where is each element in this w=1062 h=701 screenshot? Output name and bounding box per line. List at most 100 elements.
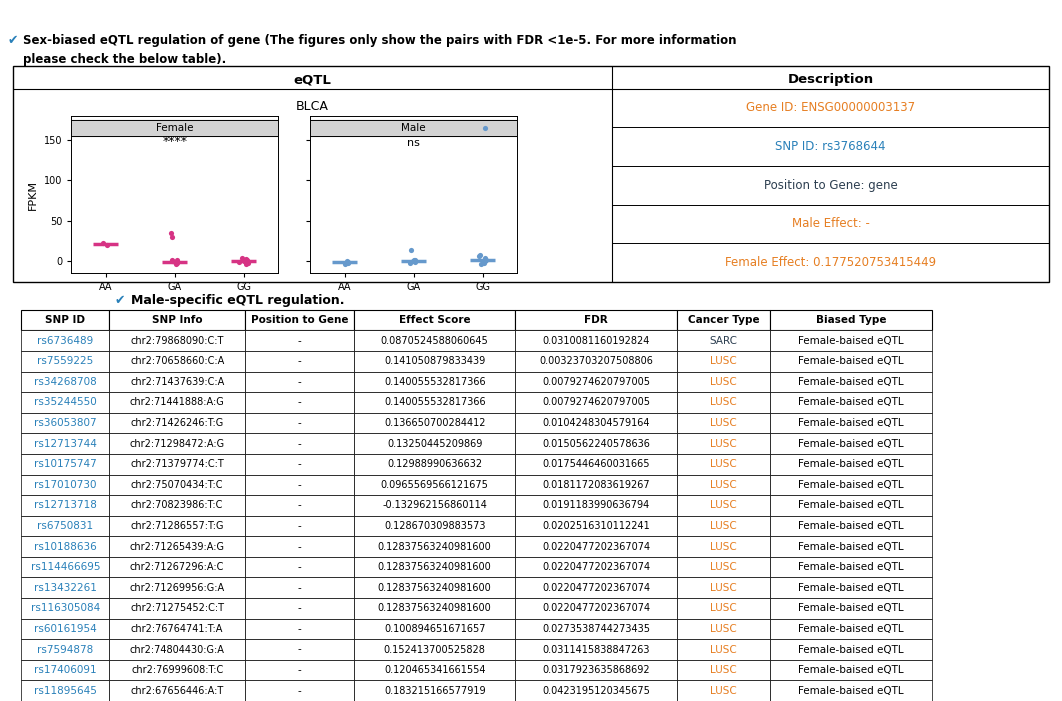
Text: chr2:79868090:C:T: chr2:79868090:C:T <box>131 336 224 346</box>
Bar <box>109 372 244 392</box>
Point <box>472 249 489 260</box>
Bar <box>770 454 931 475</box>
Text: -: - <box>297 665 302 675</box>
Bar <box>770 536 931 557</box>
Text: rs6736489: rs6736489 <box>37 336 93 346</box>
Text: LUSC: LUSC <box>710 562 737 572</box>
Bar <box>515 619 676 639</box>
Point <box>340 257 357 268</box>
Bar <box>515 516 676 536</box>
Text: chr2:71286557:T:G: chr2:71286557:T:G <box>131 521 224 531</box>
Text: 0.0191183990636794: 0.0191183990636794 <box>543 501 650 510</box>
Point <box>476 122 493 133</box>
Bar <box>109 413 244 433</box>
Text: 0.140055532817366: 0.140055532817366 <box>384 397 485 407</box>
Bar <box>515 351 676 372</box>
Text: Sex-biased eQTL regulation of gene (The figures only show the pairs with FDR <1e: Sex-biased eQTL regulation of gene (The … <box>23 34 737 47</box>
Bar <box>244 516 354 536</box>
Bar <box>515 578 676 598</box>
Bar <box>109 392 244 413</box>
Point <box>95 238 112 249</box>
Bar <box>515 681 676 701</box>
Text: chr2:67656446:A:T: chr2:67656446:A:T <box>131 686 224 695</box>
Bar <box>109 598 244 619</box>
Text: Female-baised eQTL: Female-baised eQTL <box>799 624 904 634</box>
Bar <box>354 372 515 392</box>
Point <box>237 254 254 265</box>
Bar <box>354 516 515 536</box>
Bar <box>515 372 676 392</box>
Bar <box>515 454 676 475</box>
Point <box>407 254 424 265</box>
Bar <box>676 681 770 701</box>
Text: -: - <box>297 604 302 613</box>
Bar <box>21 536 109 557</box>
Text: LUSC: LUSC <box>710 377 737 387</box>
Text: chr2:71267296:A:C: chr2:71267296:A:C <box>130 562 224 572</box>
Point <box>405 256 422 267</box>
Point <box>407 257 424 268</box>
Bar <box>21 619 109 639</box>
Text: 0.0423195120345675: 0.0423195120345675 <box>542 686 650 695</box>
Text: LUSC: LUSC <box>710 501 737 510</box>
Bar <box>244 392 354 413</box>
Text: Effect Score: Effect Score <box>399 315 470 325</box>
Bar <box>354 475 515 495</box>
Bar <box>770 639 931 660</box>
Text: -: - <box>297 418 302 428</box>
Bar <box>676 351 770 372</box>
Text: -: - <box>297 501 302 510</box>
Text: Female-baised eQTL: Female-baised eQTL <box>799 562 904 572</box>
Bar <box>109 310 244 330</box>
Bar <box>354 557 515 578</box>
Text: -: - <box>297 686 302 695</box>
Bar <box>676 454 770 475</box>
Bar <box>244 475 354 495</box>
Text: rs116305084: rs116305084 <box>31 604 100 613</box>
Bar <box>21 330 109 351</box>
Bar <box>244 639 354 660</box>
Text: -: - <box>297 459 302 469</box>
Text: Female-baised eQTL: Female-baised eQTL <box>799 644 904 655</box>
Text: 0.12837563240981600: 0.12837563240981600 <box>378 562 492 572</box>
Bar <box>770 557 931 578</box>
Text: 0.12837563240981600: 0.12837563240981600 <box>378 583 492 593</box>
Text: chr2:71265439:A:G: chr2:71265439:A:G <box>130 542 225 552</box>
Point <box>339 256 356 267</box>
Text: rs7594878: rs7594878 <box>37 644 93 655</box>
Bar <box>21 557 109 578</box>
Bar <box>109 536 244 557</box>
Bar <box>354 660 515 681</box>
Text: LUSC: LUSC <box>710 686 737 695</box>
Bar <box>515 660 676 681</box>
Bar <box>21 516 109 536</box>
Bar <box>515 475 676 495</box>
Text: Cancer Type: Cancer Type <box>688 315 759 325</box>
Bar <box>676 330 770 351</box>
Bar <box>109 578 244 598</box>
Point <box>406 255 423 266</box>
Text: 0.0870524588060645: 0.0870524588060645 <box>381 336 489 346</box>
Text: Female-baised eQTL: Female-baised eQTL <box>799 377 904 387</box>
Bar <box>770 330 931 351</box>
Bar <box>244 681 354 701</box>
Text: LUSC: LUSC <box>710 624 737 634</box>
Bar <box>770 660 931 681</box>
Text: -: - <box>297 542 302 552</box>
Point <box>470 251 487 262</box>
Bar <box>21 598 109 619</box>
Point <box>162 227 179 238</box>
Text: 0.12837563240981600: 0.12837563240981600 <box>378 604 492 613</box>
Text: BLCA: BLCA <box>296 100 329 114</box>
Bar <box>21 351 109 372</box>
Bar <box>515 330 676 351</box>
Text: LUSC: LUSC <box>710 542 737 552</box>
Text: rs11895645: rs11895645 <box>34 686 97 695</box>
Text: 0.0104248304579164: 0.0104248304579164 <box>543 418 650 428</box>
Text: SNP Info: SNP Info <box>152 315 203 325</box>
Text: please check the below table).: please check the below table). <box>23 53 226 66</box>
Bar <box>21 475 109 495</box>
Bar <box>515 310 676 330</box>
Text: 0.12837563240981600: 0.12837563240981600 <box>378 542 492 552</box>
Bar <box>770 619 931 639</box>
